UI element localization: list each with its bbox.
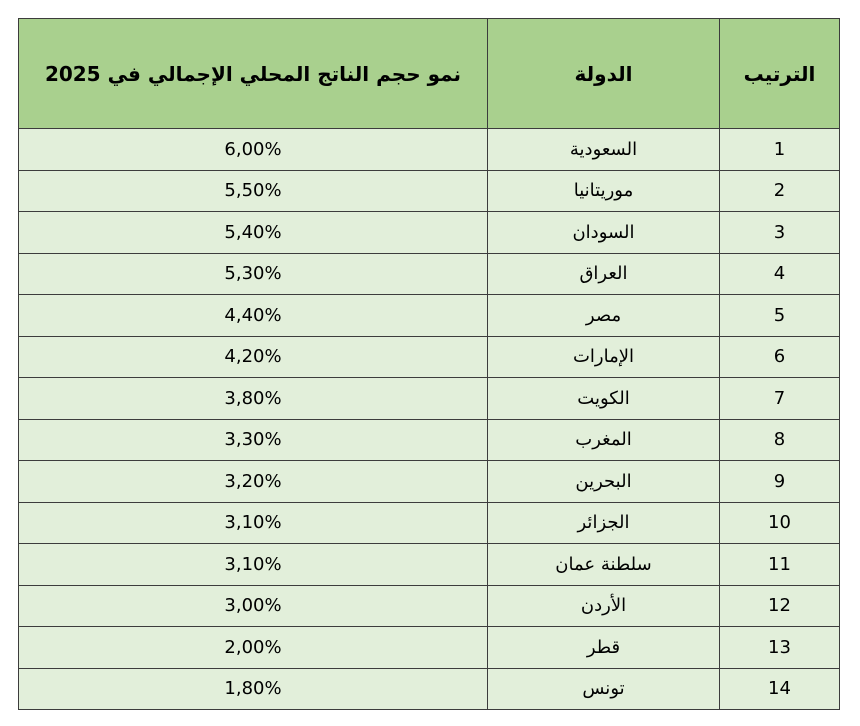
growth-cell: 5,40%	[18, 211, 488, 254]
country-cell: قطر	[487, 626, 720, 669]
country-cell: الكويت	[487, 377, 720, 420]
header-growth: نمو حجم الناتج المحلي الإجمالي في 2025	[18, 18, 488, 129]
country-cell: الإمارات	[487, 335, 720, 378]
table-header-row: الترتيب الدولة نمو حجم الناتج المحلي الإ…	[18, 18, 840, 129]
rank-cell: 2	[719, 169, 840, 212]
rank-cell: 14	[719, 667, 840, 710]
header-country: الدولة	[487, 18, 720, 129]
growth-cell: 3,10%	[18, 501, 488, 544]
growth-cell: 2,00%	[18, 626, 488, 669]
country-cell: تونس	[487, 667, 720, 710]
gdp-growth-table: الترتيب الدولة نمو حجم الناتج المحلي الإ…	[18, 18, 840, 710]
rank-cell: 6	[719, 335, 840, 378]
growth-cell: 3,30%	[18, 418, 488, 461]
table-row: 9 البحرين 3,20%	[18, 460, 840, 503]
rank-cell: 7	[719, 377, 840, 420]
country-cell: المغرب	[487, 418, 720, 461]
growth-cell: 3,20%	[18, 460, 488, 503]
rank-cell: 11	[719, 543, 840, 586]
rank-cell: 13	[719, 626, 840, 669]
growth-cell: 3,80%	[18, 377, 488, 420]
rank-cell: 3	[719, 211, 840, 254]
rank-cell: 8	[719, 418, 840, 461]
growth-cell: 1,80%	[18, 667, 488, 710]
table-row: 11 سلطنة عمان 3,10%	[18, 543, 840, 586]
rank-cell: 12	[719, 584, 840, 627]
rank-cell: 4	[719, 252, 840, 295]
rank-cell: 1	[719, 128, 840, 171]
growth-cell: 4,40%	[18, 294, 488, 337]
country-cell: الأردن	[487, 584, 720, 627]
rank-cell: 10	[719, 501, 840, 544]
country-cell: العراق	[487, 252, 720, 295]
table-row: 14 تونس 1,80%	[18, 667, 840, 710]
table-row: 8 المغرب 3,30%	[18, 418, 840, 461]
growth-cell: 6,00%	[18, 128, 488, 171]
growth-cell: 3,10%	[18, 543, 488, 586]
growth-cell: 4,20%	[18, 335, 488, 378]
header-rank: الترتيب	[719, 18, 840, 129]
country-cell: السودان	[487, 211, 720, 254]
table-row: 4 العراق 5,30%	[18, 252, 840, 295]
growth-cell: 5,50%	[18, 169, 488, 212]
country-cell: موريتانيا	[487, 169, 720, 212]
country-cell: البحرين	[487, 460, 720, 503]
table-row: 5 مصر 4,40%	[18, 294, 840, 337]
country-cell: السعودية	[487, 128, 720, 171]
growth-cell: 5,30%	[18, 252, 488, 295]
table-row: 6 الإمارات 4,20%	[18, 335, 840, 378]
table-row: 2 موريتانيا 5,50%	[18, 169, 840, 212]
country-cell: مصر	[487, 294, 720, 337]
table-row: 7 الكويت 3,80%	[18, 377, 840, 420]
table-row: 10 الجزائر 3,10%	[18, 501, 840, 544]
table-row: 13 قطر 2,00%	[18, 626, 840, 669]
table-row: 12 الأردن 3,00%	[18, 584, 840, 627]
table-row: 1 السعودية 6,00%	[18, 128, 840, 171]
country-cell: سلطنة عمان	[487, 543, 720, 586]
rank-cell: 5	[719, 294, 840, 337]
country-cell: الجزائر	[487, 501, 720, 544]
growth-cell: 3,00%	[18, 584, 488, 627]
table-row: 3 السودان 5,40%	[18, 211, 840, 254]
rank-cell: 9	[719, 460, 840, 503]
